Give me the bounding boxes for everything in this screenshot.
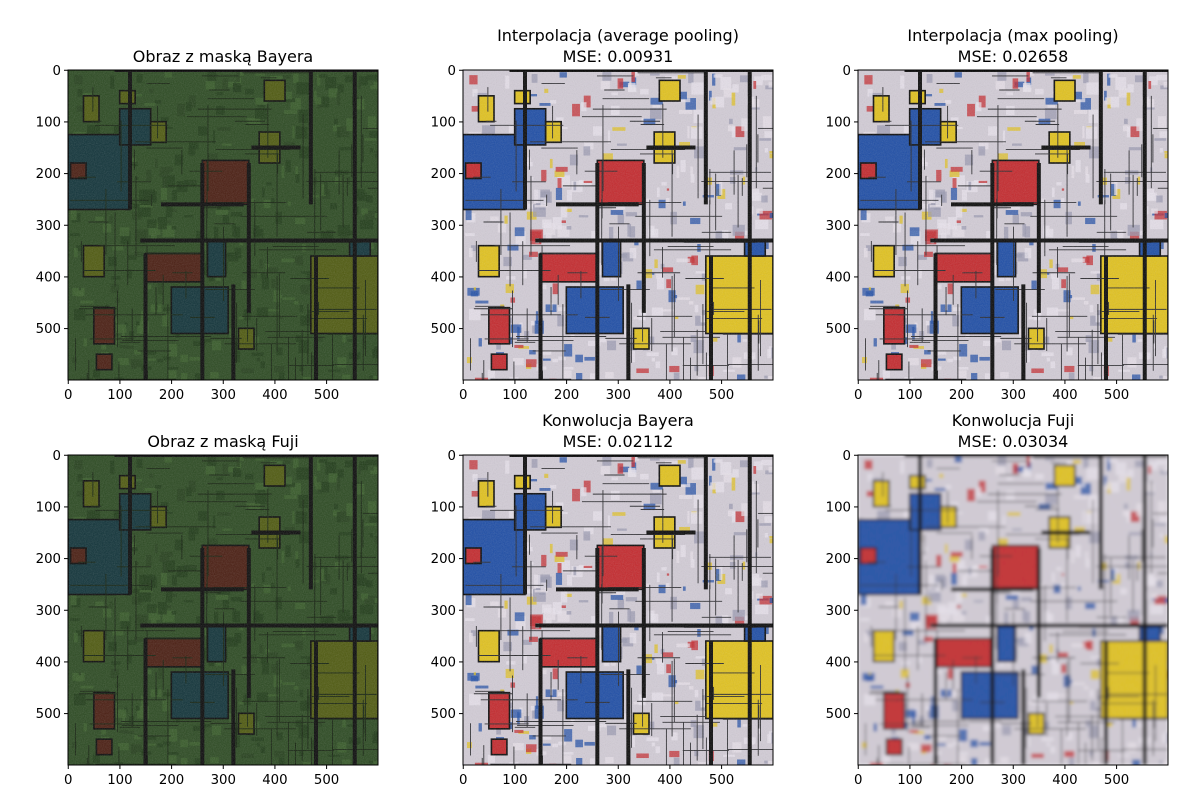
y-tick-label: 0 <box>843 64 851 79</box>
y-tick-label: 200 <box>826 167 851 182</box>
y-tick-label: 300 <box>431 219 456 234</box>
subplot-title: Konwolucja Fuji <box>952 411 1075 430</box>
x-tick-label: 400 <box>262 388 287 403</box>
subplot-title: Obraz z maską Fuji <box>147 432 298 451</box>
subplot-mse-label: MSE: 0.03034 <box>958 432 1069 451</box>
y-tick-label: 0 <box>53 64 61 79</box>
x-tick-label: 300 <box>606 388 631 403</box>
x-tick-label: 200 <box>949 388 974 403</box>
y-tick-label: 100 <box>36 500 61 515</box>
y-tick-label: 500 <box>826 707 851 722</box>
subplot-5: Konwolucja Bayera MSE: 0.02112 0 100 200 300 4… <box>431 411 774 788</box>
subplot-image <box>68 455 378 765</box>
y-tick-label: 500 <box>36 707 61 722</box>
y-tick-label: 100 <box>431 500 456 515</box>
y-tick-label: 400 <box>36 270 61 285</box>
x-tick-label: 500 <box>709 388 734 403</box>
x-tick-label: 500 <box>314 388 339 403</box>
y-tick-label: 100 <box>826 500 851 515</box>
x-tick-label: 100 <box>502 388 527 403</box>
subplot-title: Obraz z maską Bayera <box>133 47 313 66</box>
subplot-image <box>463 455 773 765</box>
y-tick-label: 500 <box>431 322 456 337</box>
subplot-image <box>463 70 773 380</box>
y-tick-label: 400 <box>431 270 456 285</box>
y-tick-label: 400 <box>826 655 851 670</box>
x-tick-label: 0 <box>459 388 467 403</box>
x-tick-label: 100 <box>107 388 132 403</box>
x-tick-label: 500 <box>1104 773 1129 788</box>
y-tick-label: 0 <box>448 64 456 79</box>
x-tick-label: 0 <box>64 773 72 788</box>
y-tick-label: 300 <box>431 604 456 619</box>
y-tick-label: 400 <box>431 655 456 670</box>
subplot-1: Obraz z maską Bayera 0 100 200 300 400 500 0 100… <box>36 47 379 403</box>
subplot-image <box>858 455 1168 765</box>
x-tick-label: 500 <box>1104 388 1129 403</box>
subplot-title: Interpolacja (max pooling) <box>907 26 1118 45</box>
y-tick-label: 400 <box>826 270 851 285</box>
y-tick-label: 500 <box>36 322 61 337</box>
x-tick-label: 500 <box>314 773 339 788</box>
subplot-title: Interpolacja (average pooling) <box>497 26 739 45</box>
x-tick-label: 400 <box>1052 773 1077 788</box>
y-tick-label: 0 <box>53 449 61 464</box>
y-tick-label: 100 <box>826 115 851 130</box>
y-tick-label: 500 <box>826 322 851 337</box>
x-tick-label: 400 <box>657 773 682 788</box>
x-tick-label: 200 <box>949 773 974 788</box>
x-tick-label: 400 <box>657 388 682 403</box>
y-tick-label: 200 <box>431 167 456 182</box>
y-tick-label: 200 <box>36 552 61 567</box>
x-tick-label: 500 <box>709 773 734 788</box>
y-tick-label: 200 <box>36 167 61 182</box>
y-tick-label: 300 <box>36 604 61 619</box>
subplot-title: Konwolucja Bayera <box>542 411 694 430</box>
y-tick-label: 0 <box>448 449 456 464</box>
y-tick-label: 100 <box>36 115 61 130</box>
x-tick-label: 300 <box>606 773 631 788</box>
y-tick-label: 0 <box>843 449 851 464</box>
x-tick-label: 0 <box>854 388 862 403</box>
subplot-image <box>858 70 1168 380</box>
subplot-mse-label: MSE: 0.02658 <box>958 47 1069 66</box>
subplot-mse-label: MSE: 0.02112 <box>563 432 674 451</box>
y-tick-label: 400 <box>36 655 61 670</box>
y-tick-label: 300 <box>36 219 61 234</box>
x-tick-label: 300 <box>211 773 236 788</box>
x-tick-label: 0 <box>459 773 467 788</box>
x-tick-label: 300 <box>1001 388 1026 403</box>
x-tick-label: 200 <box>554 388 579 403</box>
x-tick-label: 400 <box>262 773 287 788</box>
y-tick-label: 300 <box>826 604 851 619</box>
x-tick-label: 200 <box>554 773 579 788</box>
subplot-image <box>68 70 378 380</box>
y-tick-label: 200 <box>826 552 851 567</box>
x-tick-label: 300 <box>1001 773 1026 788</box>
x-tick-label: 100 <box>897 773 922 788</box>
x-tick-label: 300 <box>211 388 236 403</box>
y-tick-label: 300 <box>826 219 851 234</box>
y-tick-label: 100 <box>431 115 456 130</box>
y-tick-label: 500 <box>431 707 456 722</box>
subplot-6: Konwolucja Fuji MSE: 0.03034 0 100 200 300 400… <box>826 411 1169 788</box>
subplot-mse-label: MSE: 0.00931 <box>563 47 674 66</box>
x-tick-label: 100 <box>897 388 922 403</box>
x-tick-label: 200 <box>159 773 184 788</box>
x-tick-label: 0 <box>854 773 862 788</box>
x-tick-label: 100 <box>107 773 132 788</box>
subplot-3: Interpolacja (max pooling) MSE: 0.02658 0 1… <box>826 26 1169 403</box>
x-tick-label: 200 <box>159 388 184 403</box>
subplot-2: Interpolacja (average pooling) MSE: 0.009… <box>431 26 774 403</box>
x-tick-label: 100 <box>502 773 527 788</box>
x-tick-label: 0 <box>64 388 72 403</box>
y-tick-label: 200 <box>431 552 456 567</box>
subplot-4: Obraz z maską Fuji 0 100 200 300 400 500 0 100 20… <box>36 432 379 788</box>
x-tick-label: 400 <box>1052 388 1077 403</box>
